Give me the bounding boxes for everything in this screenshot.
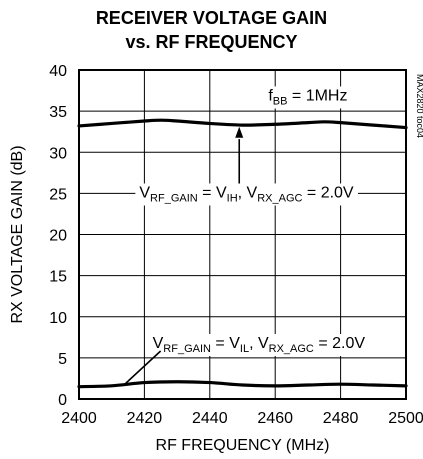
y-tick-label: 10 [49,310,67,327]
series-line-1 [77,118,408,130]
upper-s1: RF_GAIN [150,192,198,204]
annotation-lower-curve: VRF_GAIN = VIL, VRX_AGC = 2.0V [124,334,370,385]
y-tick-label: 30 [49,145,67,162]
x-tick-label: 2460 [257,410,293,427]
annotation-upper-curve: VRF_GAIN = VIH, VRX_AGC = 2.0V [135,126,358,206]
y-tick-label: 0 [58,392,67,409]
upper-p4: = 2.0V [302,184,353,201]
svg-text:VRF_GAIN = VIL, VRX_AGC = 2.0V: VRF_GAIN = VIL, VRX_AGC = 2.0V [153,335,366,355]
figure-id-label: MAX2820 toc04 [415,74,423,138]
fbb-sub: BB [273,95,288,107]
plot-frame [78,69,407,400]
svg-text:fBB = 1MHz: fBB = 1MHz [268,87,347,107]
chart-title-line1: RECEIVER VOLTAGE GAIN [95,8,328,28]
upper-arrow-head [235,126,244,138]
lower-s2: IL [240,343,249,355]
annotation-fbb: fBB = 1MHz [264,86,352,109]
y-tick-label: 35 [49,104,67,121]
fbb-rest: = 1MHz [287,87,347,104]
x-tick-label: 2500 [388,410,423,427]
axis-ticks: 2400 2420 2440 2460 2480 2500 0 5 10 15 20 25 30 35 40 [49,63,423,427]
y-tick-label: 5 [58,351,67,368]
series-line-2 [77,380,408,389]
x-tick-label: 2400 [61,410,97,427]
y-tick-label: 15 [49,269,67,286]
y-axis-label: RX VOLTAGE GAIN (dB) [9,145,26,323]
chart-title-line2: vs. RF FREQUENCY [125,32,298,52]
y-tick-label: 20 [49,228,67,245]
lower-p2: = V [211,335,240,352]
data-series [77,118,408,389]
y-tick-label: 40 [49,63,67,80]
lower-p3: , V [249,335,269,352]
x-tick-label: 2440 [192,410,228,427]
x-tick-label: 2480 [323,410,359,427]
lower-s1: RF_GAIN [163,343,211,355]
lower-p4: = 2.0V [314,335,365,352]
upper-p3: , V [238,184,258,201]
lower-leader-line [124,350,162,385]
x-tick-label: 2420 [127,410,163,427]
upper-s3: RX_AGC [257,192,302,204]
lower-p1: V [153,335,164,352]
upper-s2: IH [227,192,238,204]
x-axis-label: RF FREQUENCY (MHz) [156,437,330,454]
lower-s3: RX_AGC [269,343,314,355]
svg-text:VRF_GAIN = VIH, VRX_AGC = 2.0V: VRF_GAIN = VIH, VRX_AGC = 2.0V [139,184,354,204]
upper-p2: = V [198,184,227,201]
upper-p1: V [139,184,150,201]
fbb-main: f [268,87,273,104]
y-tick-label: 25 [49,186,67,203]
